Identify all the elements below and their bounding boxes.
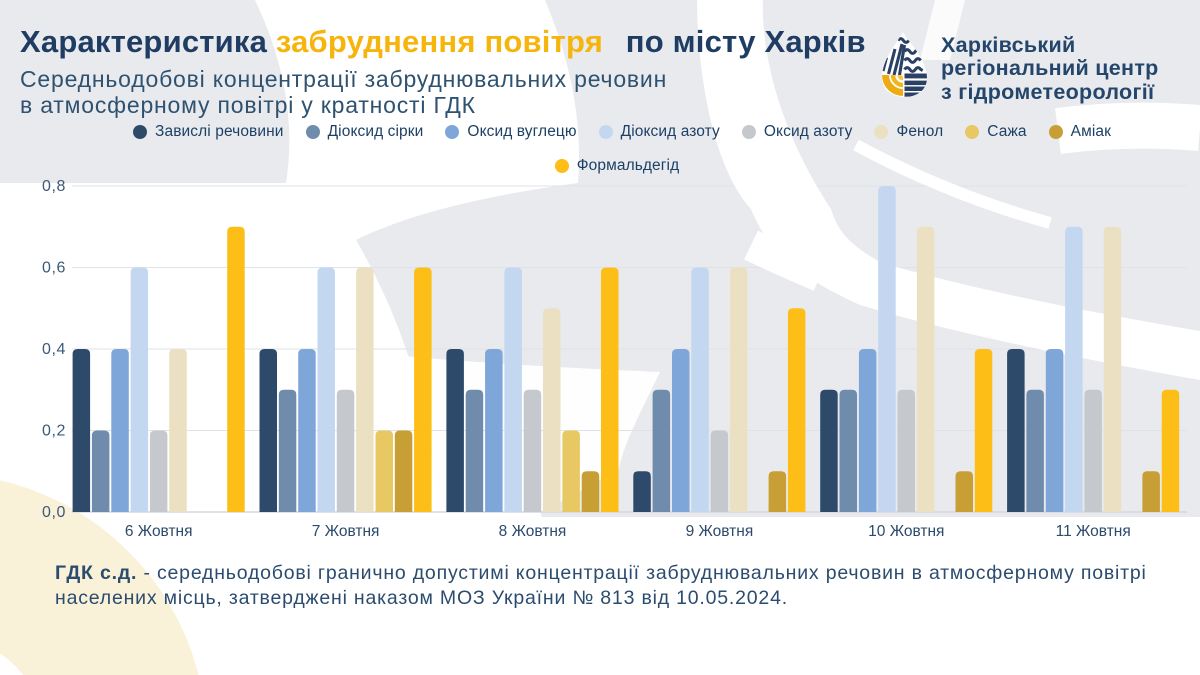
- svg-text:0,8: 0,8: [42, 178, 66, 195]
- svg-text:0,0: 0,0: [42, 504, 66, 521]
- svg-text:0,6: 0,6: [42, 260, 66, 277]
- svg-text:9 Жовтня: 9 Жовтня: [686, 523, 754, 540]
- svg-text:7 Жовтня: 7 Жовтня: [312, 523, 380, 540]
- svg-text:10 Жовтня: 10 Жовтня: [868, 523, 944, 540]
- svg-text:0,4: 0,4: [42, 341, 66, 358]
- svg-text:6 Жовтня: 6 Жовтня: [125, 523, 193, 540]
- svg-text:8 Жовтня: 8 Жовтня: [499, 523, 567, 540]
- svg-text:11 Жовтня: 11 Жовтня: [1056, 523, 1131, 540]
- svg-text:0,2: 0,2: [42, 423, 66, 440]
